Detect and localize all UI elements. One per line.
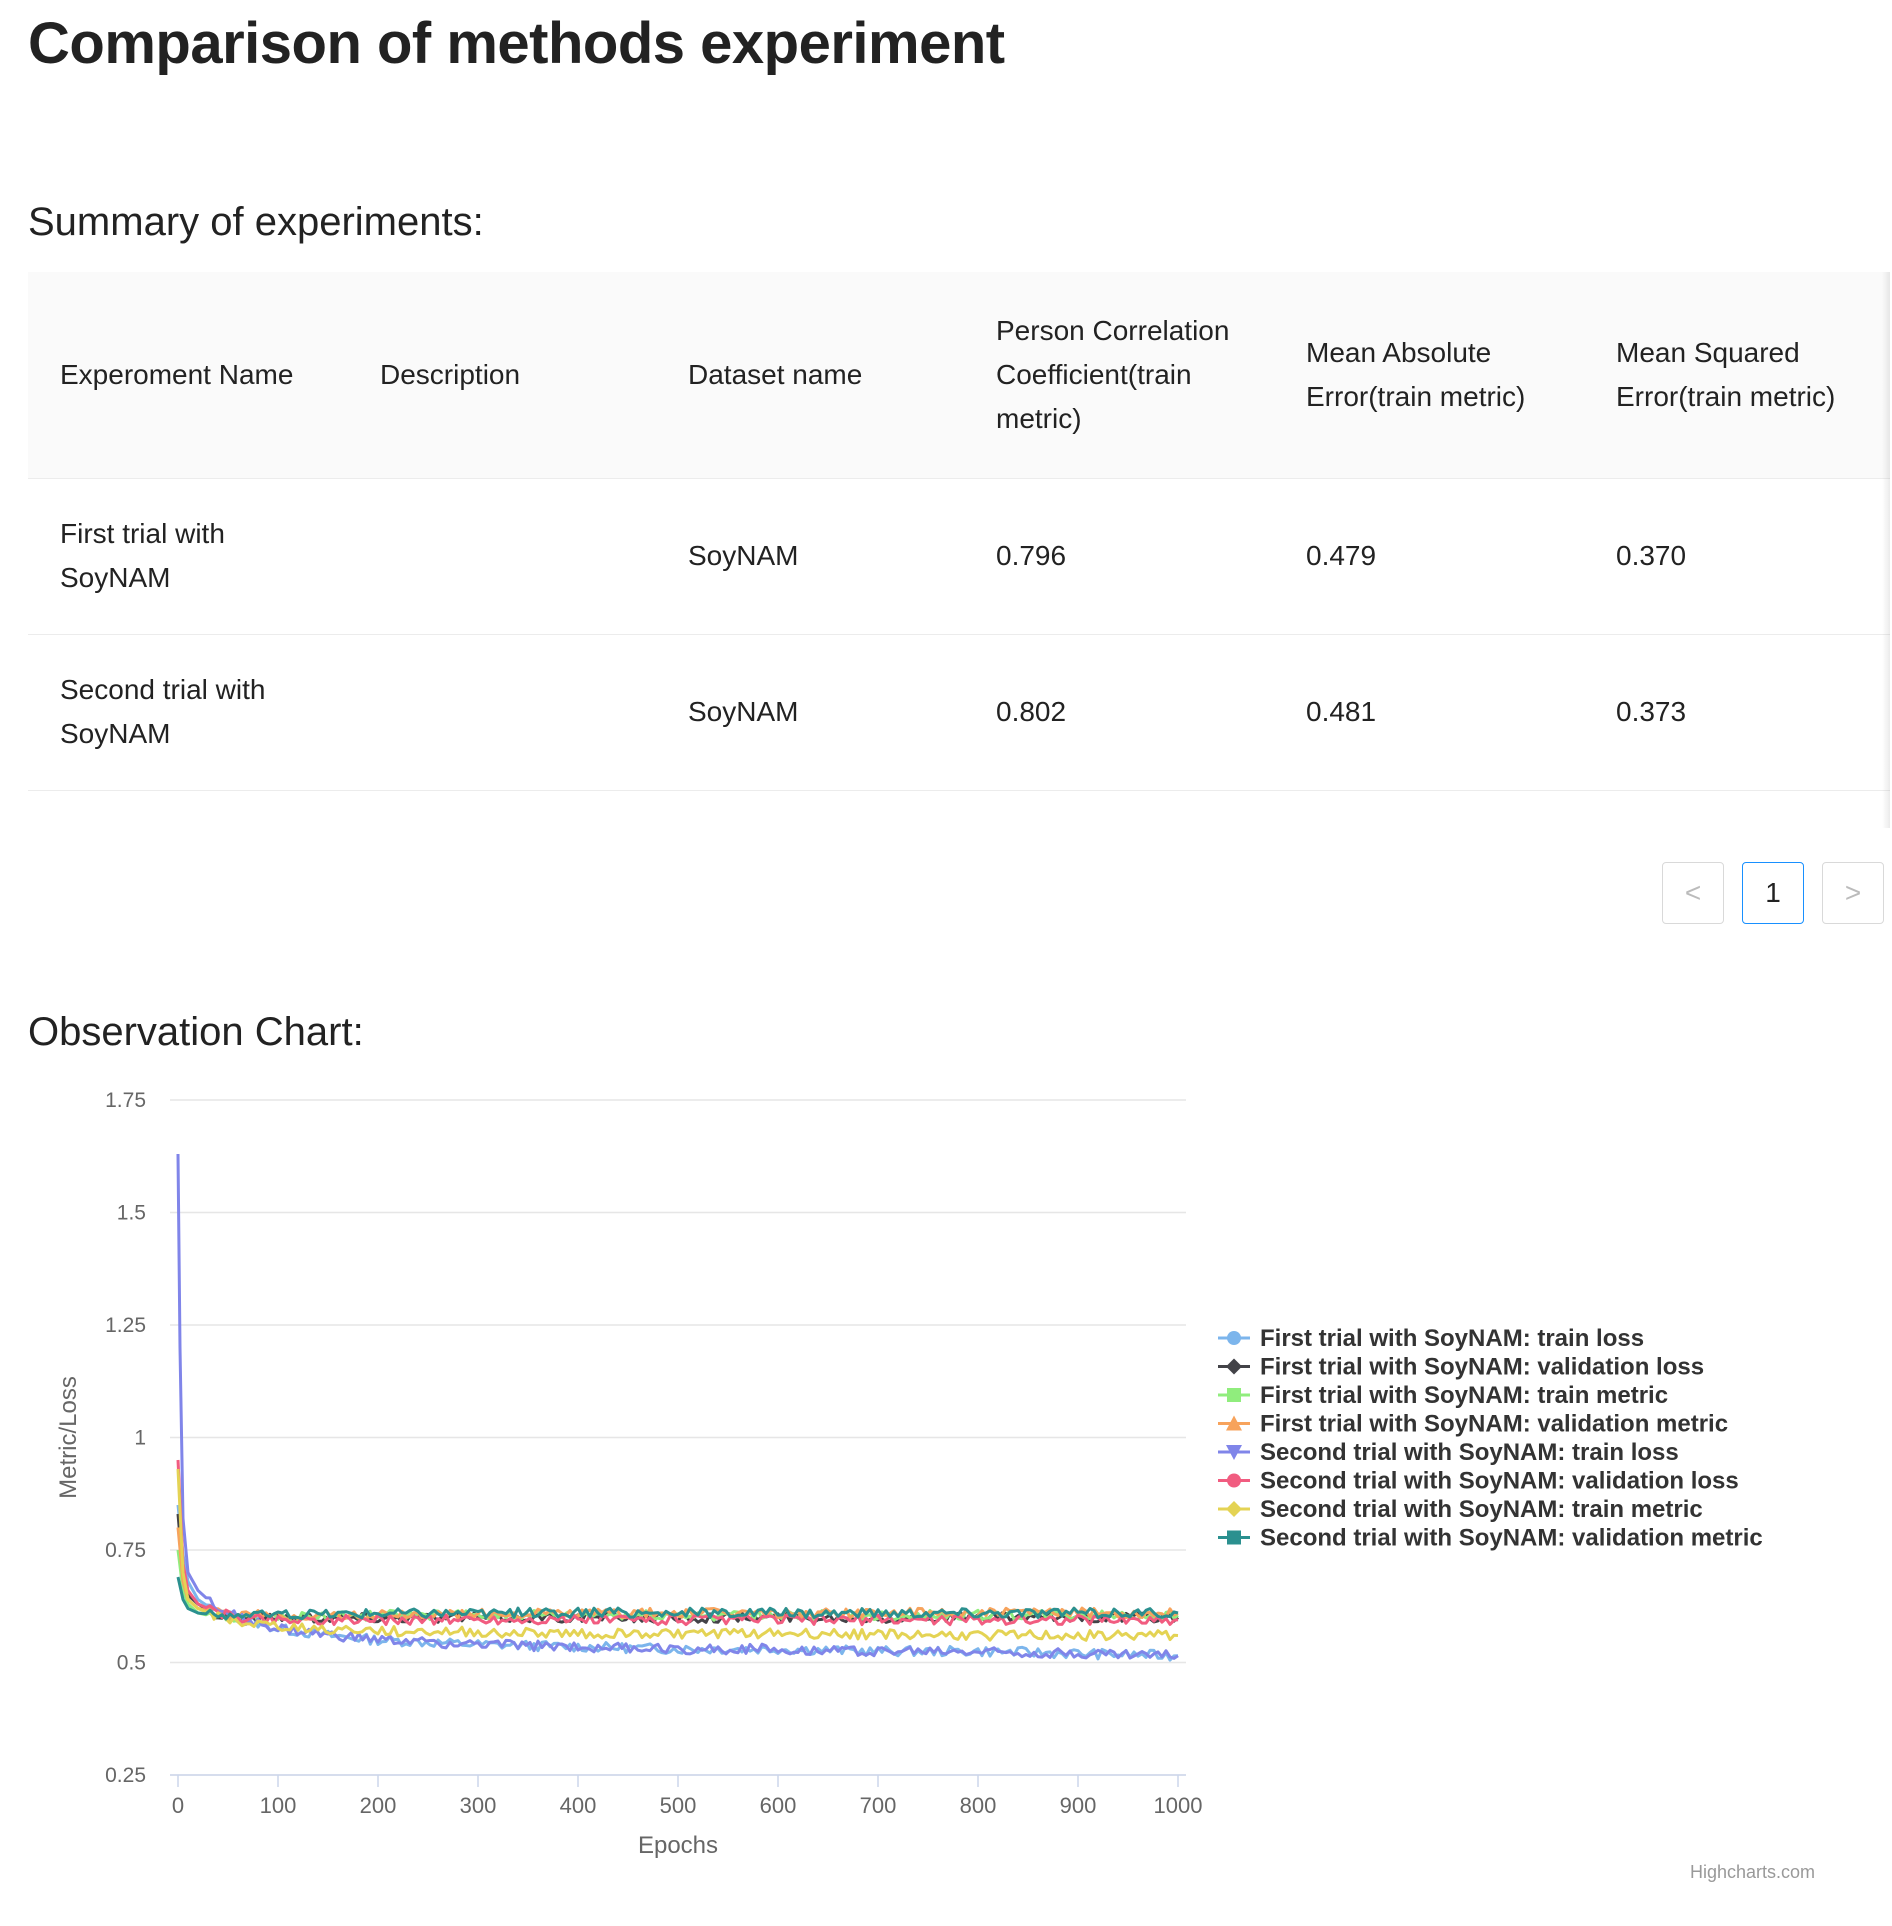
legend-label: First trial with SoyNAM: validation loss <box>1260 1354 1704 1381</box>
legend-label: First trial with SoyNAM: train loss <box>1260 1325 1644 1352</box>
cell-mae: 0.481 <box>1274 634 1584 791</box>
legend-item[interactable]: First trial with SoyNAM: validation metr… <box>1218 1411 1728 1438</box>
legend-item[interactable]: Second trial with SoyNAM: train metric <box>1218 1496 1703 1523</box>
x-tick-label: 700 <box>860 1793 897 1818</box>
legend-marker <box>1227 1530 1241 1545</box>
column-header-dataset-name[interactable]: Dataset name <box>656 272 964 479</box>
legend-item[interactable]: First trial with SoyNAM: train metric <box>1218 1382 1668 1409</box>
y-tick-label: 1.25 <box>105 1314 146 1337</box>
highcharts-credit[interactable]: Highcharts.com <box>1690 1862 1816 1882</box>
column-header-experiment-name[interactable]: Experoment Name <box>28 272 348 479</box>
legend-label: First trial with SoyNAM: train metric <box>1260 1382 1668 1409</box>
table-row[interactable]: First trial with SoyNAM SoyNAM 0.796 0.4… <box>28 478 1890 635</box>
table-scroll-shadow <box>1882 272 1890 828</box>
legend-item[interactable]: First trial with SoyNAM: train loss <box>1218 1325 1644 1352</box>
cell-mse: 0.370 <box>1584 478 1890 635</box>
y-tick-label: 1.75 <box>105 1089 146 1112</box>
cell-description <box>348 478 656 635</box>
y-tick-label: 0.25 <box>105 1764 146 1787</box>
observation-chart: 0.25 0.5 0.75 1 1.25 1.5 1.75 0 100 200 300 400 500 6… <box>28 1070 1868 1875</box>
column-header-description[interactable]: Description <box>348 272 656 479</box>
pagination-next-button[interactable]: > <box>1822 862 1884 924</box>
observation-chart-title: Observation Chart: <box>28 1010 364 1054</box>
series-line <box>176 1576 1179 1621</box>
table-row[interactable]: Second trial with SoyNAM SoyNAM 0.802 0.… <box>28 634 1890 791</box>
series-line <box>176 1504 1179 1662</box>
x-tick-label: 400 <box>560 1793 597 1818</box>
series-line <box>176 1527 1179 1621</box>
x-axis-title: Epochs <box>638 1832 718 1859</box>
legend-label: Second trial with SoyNAM: validation los… <box>1260 1468 1739 1495</box>
x-tick-label: 500 <box>660 1793 697 1818</box>
y-tick-label: 1 <box>134 1427 146 1450</box>
cell-description <box>348 634 656 791</box>
pagination-prev-button[interactable]: < <box>1662 862 1724 924</box>
column-header-pcc[interactable]: Person Correlation Coefficient(train met… <box>964 272 1274 479</box>
legend-label: Second trial with SoyNAM: validation met… <box>1260 1525 1763 1552</box>
summary-table: Experoment Name Description Dataset name… <box>28 272 1890 828</box>
legend-marker <box>1226 1358 1242 1375</box>
table-header-row: Experoment Name Description Dataset name… <box>28 272 1890 479</box>
y-tick-label: 0.5 <box>117 1652 146 1675</box>
legend-label: First trial with SoyNAM: validation metr… <box>1260 1411 1728 1438</box>
y-axis-title: Metric/Loss <box>55 1376 82 1499</box>
legend-item[interactable]: First trial with SoyNAM: validation loss <box>1218 1354 1704 1381</box>
legend-marker <box>1227 1331 1241 1345</box>
column-header-mae[interactable]: Mean Absolute Error(train metric) <box>1274 272 1584 479</box>
summary-title: Summary of experiments: <box>28 200 484 244</box>
y-tick-label: 0.75 <box>105 1539 146 1562</box>
legend-item[interactable]: Second trial with SoyNAM: train loss <box>1218 1439 1679 1466</box>
pagination-page-1[interactable]: 1 <box>1742 862 1804 924</box>
x-tick-label: 600 <box>760 1793 797 1818</box>
x-tick-label: 800 <box>960 1793 997 1818</box>
cell-dataset: SoyNAM <box>656 634 964 791</box>
cell-mae: 0.479 <box>1274 478 1584 635</box>
series-line <box>176 1513 1180 1624</box>
series-line <box>176 1153 1179 1660</box>
series-line <box>176 1468 1179 1642</box>
legend-item[interactable]: Second trial with SoyNAM: validation los… <box>1218 1468 1739 1495</box>
pagination: < 1 > <box>1662 862 1884 924</box>
legend-label: Second trial with SoyNAM: train loss <box>1260 1439 1679 1466</box>
series-line <box>176 1459 1179 1627</box>
cell-mse: 0.373 <box>1584 634 1890 791</box>
chart-svg: 0.25 0.5 0.75 1 1.25 1.5 1.75 0 100 200 300 400 500 6… <box>55 1089 1763 1859</box>
cell-dataset: SoyNAM <box>656 478 964 635</box>
cell-experiment-name: First trial with SoyNAM <box>28 478 348 635</box>
column-header-mse[interactable]: Mean Squared Error(train metric) <box>1584 272 1890 479</box>
x-tick-label: 0 <box>172 1793 184 1818</box>
legend-marker <box>1226 1501 1242 1517</box>
x-tick-label: 100 <box>260 1793 297 1818</box>
legend-marker <box>1227 1388 1241 1402</box>
legend-item[interactable]: Second trial with SoyNAM: validation met… <box>1218 1525 1763 1552</box>
cell-experiment-name: Second trial with SoyNAM <box>28 634 348 791</box>
legend-marker <box>1227 1473 1241 1488</box>
x-tick-label: 900 <box>1060 1793 1097 1818</box>
x-tick-label: 200 <box>360 1793 397 1818</box>
cell-pcc: 0.796 <box>964 478 1274 635</box>
x-tick-label: 1000 <box>1154 1793 1203 1818</box>
legend-label: Second trial with SoyNAM: train metric <box>1260 1496 1703 1523</box>
page-title: Comparison of methods experiment <box>28 11 1005 76</box>
legend-marker <box>1226 1415 1242 1431</box>
x-tick-label: 300 <box>460 1793 497 1818</box>
legend-marker <box>1226 1445 1242 1460</box>
y-tick-label: 1.5 <box>117 1202 146 1225</box>
cell-pcc: 0.802 <box>964 634 1274 791</box>
